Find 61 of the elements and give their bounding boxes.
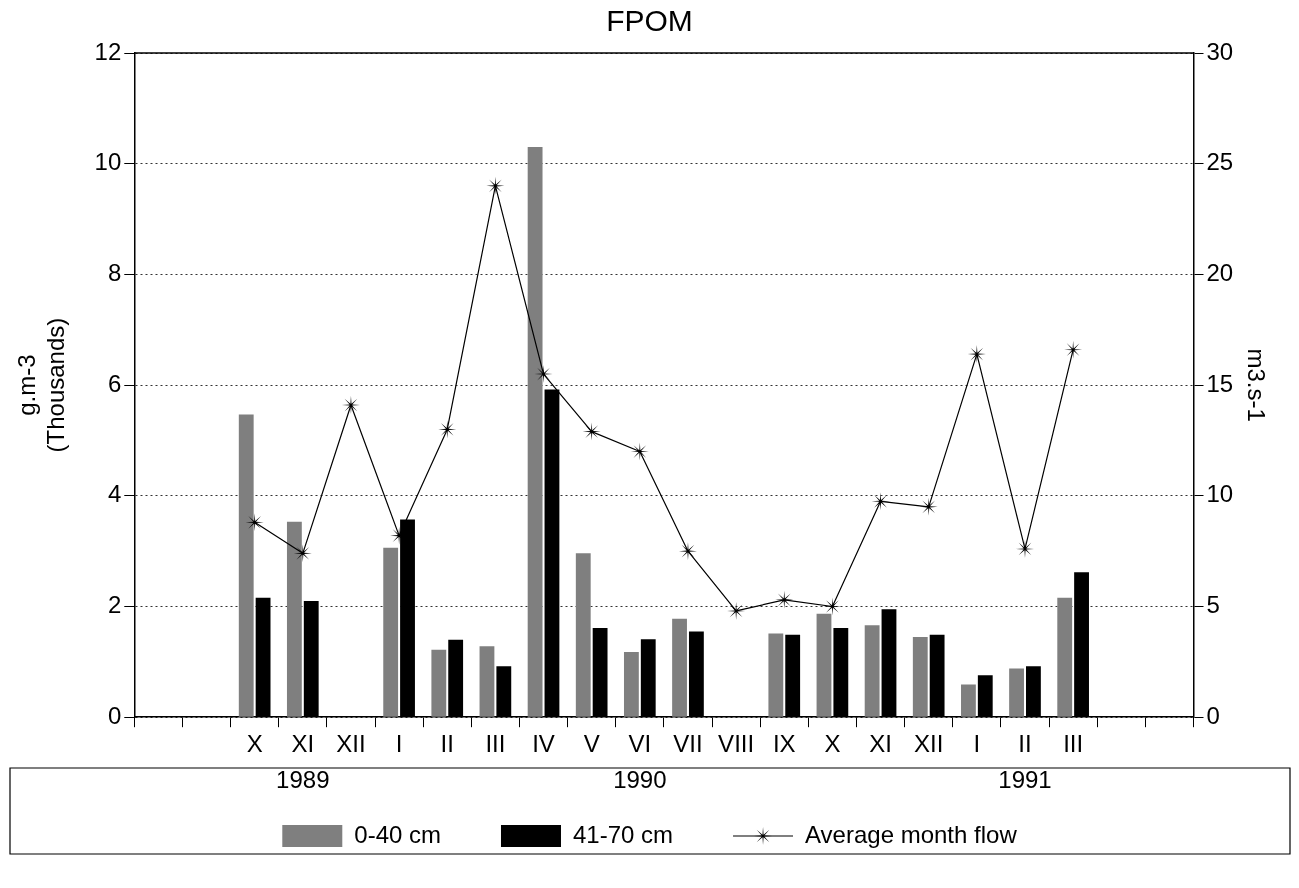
y-axis-title: g.m-3 (Thousands) [13, 317, 69, 453]
chart-title: FPOM [606, 4, 693, 38]
x-tick-label: XI [291, 730, 315, 758]
point [871, 492, 890, 511]
point [582, 422, 601, 441]
legend-label: 41-70 cm [572, 820, 674, 848]
bar [431, 649, 447, 717]
y2-tick-label: 25 [1206, 148, 1234, 176]
point [245, 513, 264, 532]
x-tick-label: IV [532, 730, 555, 758]
text: 1990 [613, 765, 667, 793]
x-tick-label: III [1063, 730, 1084, 758]
x-tick-label: I [973, 730, 981, 758]
x-tick-label: XI [869, 730, 892, 758]
y2-tick-label: 20 [1206, 259, 1234, 287]
legend-label: 0-40 cm [354, 820, 441, 848]
y-tick-label: 8 [107, 259, 122, 287]
x-tick-label: II [1018, 730, 1032, 758]
y2-tick-label: 30 [1206, 37, 1234, 65]
y-tick-label: 6 [107, 369, 122, 397]
x-tick-label: VI [628, 730, 652, 758]
y-tick-label: 10 [94, 148, 122, 176]
x-tick-label: XII [914, 730, 944, 758]
legend-label: Average month flow [805, 820, 1018, 848]
x-tick-label: I [395, 730, 403, 758]
bar [1009, 668, 1024, 717]
bar [623, 651, 639, 717]
bar [238, 414, 254, 717]
bar [672, 618, 687, 717]
x-tick-label: X [246, 730, 263, 758]
x-tick-label: XII [336, 730, 366, 758]
x-tick-label: VII [673, 730, 703, 758]
bar [286, 521, 302, 717]
x-tick-label: VIII [718, 730, 755, 758]
y-tick-label: 0 [107, 701, 122, 729]
bar [912, 636, 928, 717]
bar [961, 684, 976, 717]
x-tick-label: X [824, 730, 841, 758]
bar [768, 633, 784, 717]
bar [816, 613, 832, 717]
y-tick-label: 12 [94, 37, 122, 65]
bar [383, 547, 399, 717]
bar [1057, 597, 1073, 717]
x-tick-label: III [485, 730, 506, 758]
bar [575, 553, 591, 717]
y2-tick-label: 5 [1206, 591, 1220, 619]
x-tick-label: II [440, 730, 454, 758]
bar [479, 646, 495, 717]
x-tick-label: V [583, 730, 600, 758]
text: 1989 [276, 765, 330, 793]
point [823, 597, 842, 616]
y2-tick-label: 0 [1206, 701, 1220, 729]
x-tick-label: IX [772, 730, 796, 758]
text: 1991 [998, 765, 1052, 793]
bar [864, 625, 880, 717]
y-tick-label: 2 [107, 591, 122, 619]
y-tick-label: 4 [107, 480, 122, 508]
y2-tick-label: 10 [1206, 480, 1234, 508]
bar [527, 147, 543, 717]
y2-axis-title: m3.s-1 [1242, 348, 1270, 422]
y2-tick-label: 15 [1206, 369, 1234, 397]
